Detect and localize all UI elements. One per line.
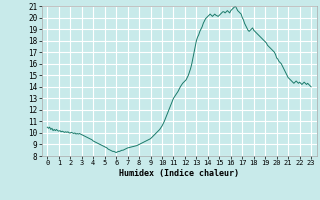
X-axis label: Humidex (Indice chaleur): Humidex (Indice chaleur) <box>119 169 239 178</box>
